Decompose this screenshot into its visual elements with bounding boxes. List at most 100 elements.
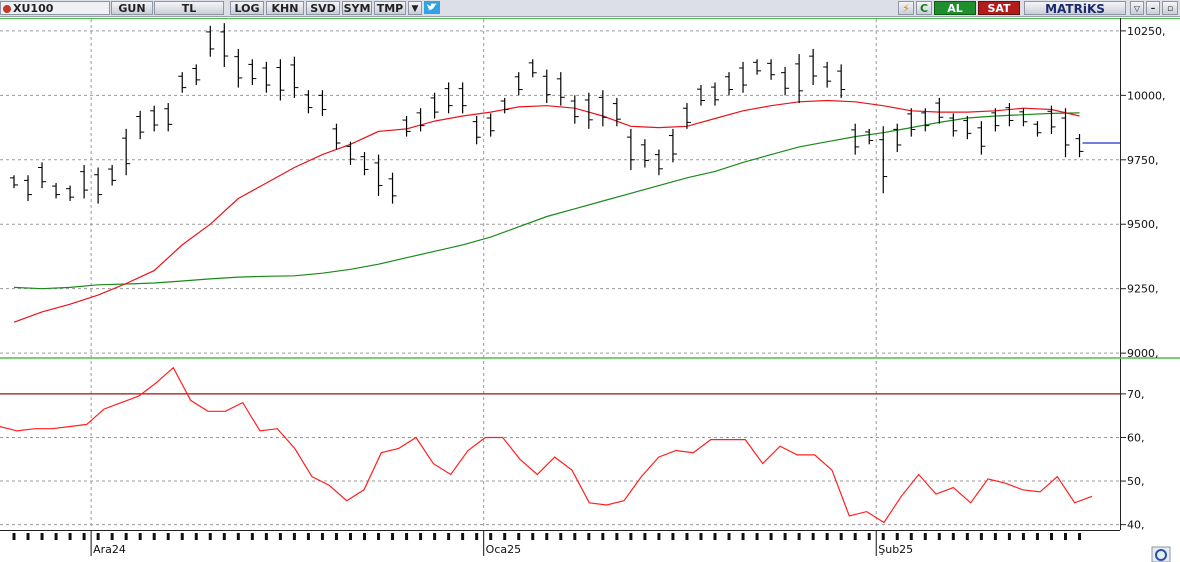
- price-bar: [626, 128, 635, 171]
- time-tick: [797, 533, 801, 540]
- date-label: Oca25: [486, 543, 521, 556]
- log-button[interactable]: LOG: [230, 1, 264, 15]
- maximize-icon[interactable]: ▫: [1162, 1, 1178, 15]
- time-tick: [1021, 533, 1025, 540]
- time-tick: [741, 533, 745, 540]
- time-tick: [559, 533, 563, 540]
- price-bar: [725, 72, 734, 96]
- price-bar: [178, 72, 187, 93]
- time-tick: [96, 533, 100, 540]
- time-tick: [685, 533, 689, 540]
- tmp-button[interactable]: TMP: [374, 1, 406, 15]
- minimize-icon[interactable]: –: [1146, 1, 1160, 15]
- svd-button[interactable]: SVD: [306, 1, 340, 15]
- currency-button[interactable]: TL: [154, 1, 224, 15]
- time-tick: [419, 533, 423, 540]
- price-bar: [556, 72, 565, 106]
- dropdown-arrow-icon[interactable]: ▼: [408, 1, 422, 15]
- price-bar: [150, 105, 159, 132]
- time-tick: [166, 533, 170, 540]
- time-tick: [391, 533, 395, 540]
- time-tick: [278, 533, 282, 540]
- time-tick: [82, 533, 86, 540]
- time-tick: [993, 533, 997, 540]
- time-tick: [110, 533, 114, 540]
- time-tick: [503, 533, 507, 540]
- time-tick: [68, 533, 72, 540]
- price-tick-label: 9500,: [1127, 218, 1159, 231]
- price-bar: [234, 48, 243, 88]
- settings-icon[interactable]: [1151, 546, 1171, 562]
- sell-button[interactable]: SAT: [978, 1, 1020, 15]
- khn-button[interactable]: KHN: [266, 1, 304, 15]
- price-bar: [388, 172, 397, 204]
- time-tick: [979, 533, 983, 540]
- time-tick: [180, 533, 184, 540]
- refresh-button[interactable]: C: [916, 1, 932, 15]
- price-bar: [907, 108, 916, 137]
- price-bar: [739, 61, 748, 93]
- price-bar: [963, 115, 972, 140]
- period-button[interactable]: GUN: [111, 1, 153, 15]
- date-label: Şub25: [878, 543, 913, 556]
- time-tick: [951, 533, 955, 540]
- price-bar: [542, 69, 551, 104]
- time-tick: [531, 533, 535, 540]
- time-tick: [348, 533, 352, 540]
- chevron-down-icon[interactable]: ▽: [1130, 1, 1144, 15]
- price-bar: [1005, 103, 1014, 127]
- price-bar: [654, 149, 663, 176]
- time-tick: [194, 533, 198, 540]
- price-bar: [584, 92, 593, 129]
- price-bar: [444, 82, 453, 114]
- time-tick: [447, 533, 451, 540]
- time-tick: [853, 533, 857, 540]
- rsi-panel: [0, 366, 1120, 524]
- price-bar: [192, 64, 201, 86]
- rsi-tick-label: 40,: [1127, 519, 1145, 532]
- price-bar: [374, 154, 383, 196]
- price-bar: [66, 185, 75, 202]
- time-tick: [517, 533, 521, 540]
- buy-button[interactable]: AL: [934, 1, 976, 15]
- price-bar: [711, 82, 719, 106]
- price-tick-label: 10250,: [1127, 25, 1166, 38]
- time-tick: [587, 533, 591, 540]
- time-axis: Ara24 Oca25 Şub25: [12, 531, 1082, 556]
- grid: [0, 19, 1120, 529]
- time-tick: [937, 533, 941, 540]
- sym-button[interactable]: SYM: [342, 1, 372, 15]
- symbol-label: XU100: [13, 2, 54, 15]
- moving-averages: [13, 99, 1080, 323]
- price-bar: [865, 128, 874, 145]
- time-tick: [1007, 533, 1011, 540]
- price-bar: [1019, 108, 1028, 127]
- time-tick: [124, 533, 128, 540]
- time-tick: [909, 533, 913, 540]
- twitter-icon[interactable]: [423, 1, 441, 15]
- time-tick: [923, 533, 927, 540]
- price-bar: [1047, 105, 1056, 135]
- time-tick: [152, 533, 156, 540]
- price-bar: [823, 61, 832, 88]
- time-tick: [1064, 533, 1067, 540]
- price-bar: [304, 90, 313, 114]
- time-tick: [54, 533, 58, 540]
- price-bar: [1033, 121, 1042, 137]
- price-bar: [276, 59, 285, 101]
- time-tick: [783, 533, 787, 540]
- time-tick: [545, 533, 549, 540]
- price-bar: [290, 56, 299, 98]
- price-bar: [570, 95, 579, 124]
- time-tick: [12, 533, 16, 540]
- lightning-icon[interactable]: ⚡: [898, 1, 914, 15]
- price-bar: [809, 48, 818, 86]
- symbol-selector[interactable]: XU100: [0, 1, 110, 15]
- price-bar: [893, 123, 902, 153]
- time-tick: [713, 533, 717, 540]
- price-bar: [318, 90, 327, 116]
- price-bar: [220, 23, 229, 67]
- price-bar: [430, 92, 439, 119]
- price-bar: [781, 66, 790, 96]
